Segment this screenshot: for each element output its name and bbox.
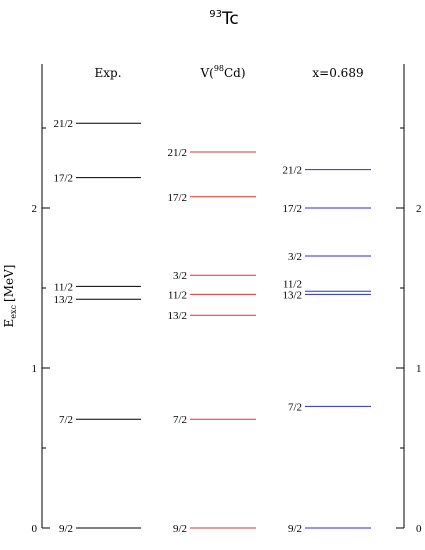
column-header: Exp. [94,66,121,80]
right-tick-label: 2 [416,203,422,215]
level-label: 3/2 [173,270,187,282]
level-label: 21/2 [282,165,302,177]
level-label: 3/2 [288,251,302,263]
right-tick-label: 0 [416,523,422,535]
level-label: 11/2 [283,278,302,290]
y-axis-label: Eexc [MeV] [2,265,18,328]
column-header-superscript: 98 [214,64,224,73]
column-header: V(98Cd) [199,64,245,80]
level-label: 17/2 [282,203,302,215]
level-label: 9/2 [173,523,187,535]
column-header-suffix: Cd) [224,66,246,80]
left-tick-label: 0 [32,523,38,535]
column-header-prefix: x=0.689 [312,66,363,80]
left-tick-label: 1 [32,363,38,375]
level-label: 17/2 [53,173,73,185]
chart-title-main: Tc [221,9,239,29]
level-label: 21/2 [53,118,73,130]
level-label: 11/2 [54,281,73,293]
y-axis-label-subscript: exc [9,304,18,318]
level-label: 13/2 [282,289,302,301]
y-axis-label-main: E [2,319,16,328]
level-label: 21/2 [167,147,187,159]
level-label: 7/2 [288,401,302,413]
level-label: 11/2 [168,289,187,301]
column-header-prefix: Exp. [94,66,121,80]
level-label: 13/2 [167,310,187,322]
level-label: 17/2 [167,192,187,204]
level-label: 13/2 [53,294,73,306]
chart-title: 93Tc [209,9,239,29]
right-tick-label: 1 [416,363,422,375]
level-label: 7/2 [59,414,73,426]
column-header: x=0.689 [312,66,363,80]
level-label: 9/2 [59,523,73,535]
chart-title-superscript: 93 [209,9,222,20]
y-axis-label-unit: [MeV] [2,265,16,302]
left-tick-label: 2 [32,203,38,215]
column-header-prefix: V( [199,66,213,80]
level-label: 7/2 [173,414,187,426]
level-label: 9/2 [288,523,302,535]
